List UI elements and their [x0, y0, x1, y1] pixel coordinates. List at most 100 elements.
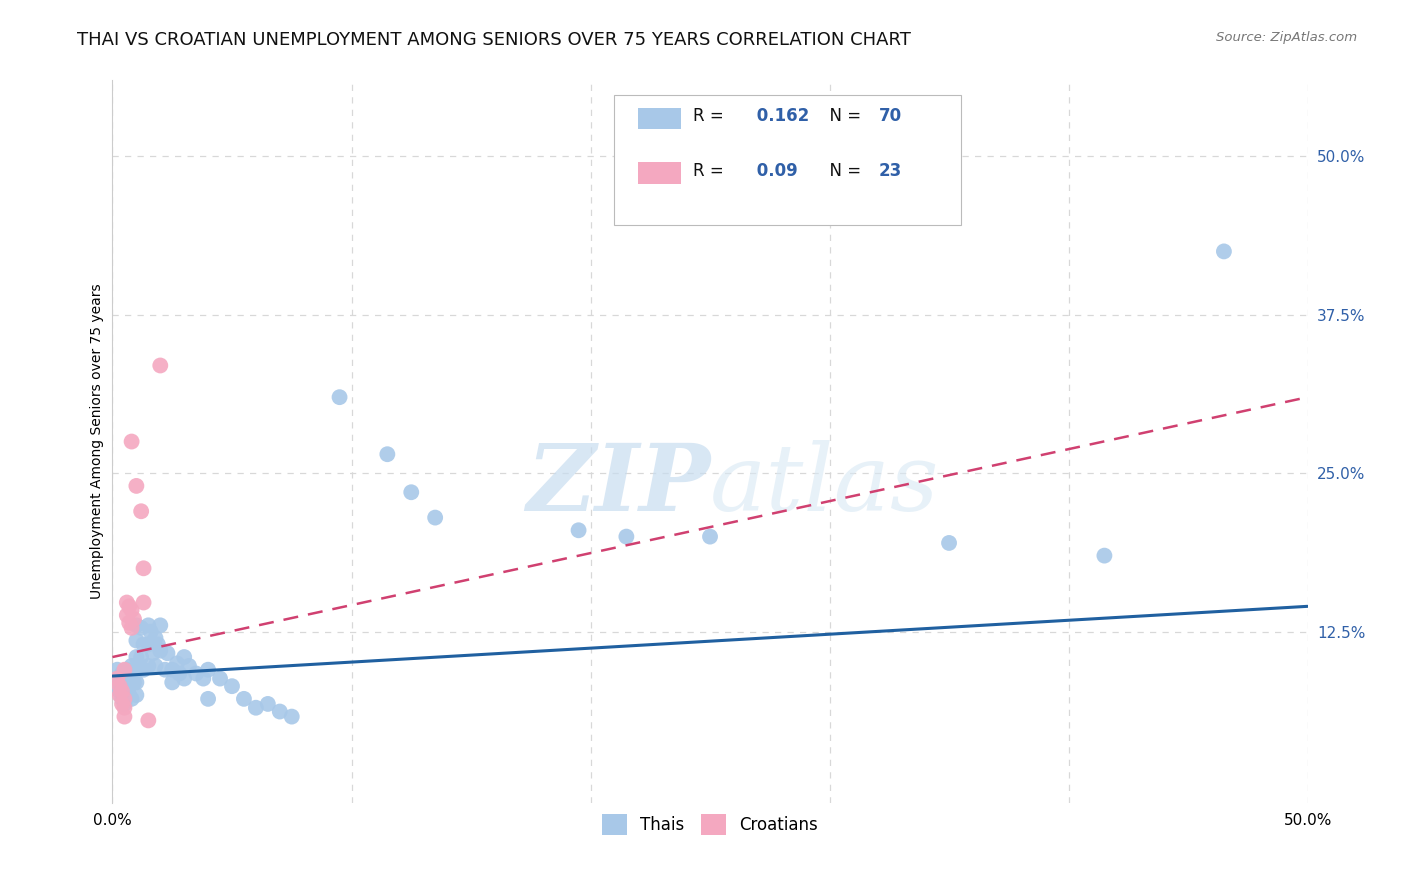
Point [115, 663, 138, 677]
Text: N =: N = [818, 161, 866, 179]
Point [616, 530, 638, 544]
Text: ZIP: ZIP [526, 440, 710, 530]
Point [114, 697, 135, 711]
Point [121, 434, 143, 449]
Point [153, 663, 176, 677]
Point [118, 666, 141, 681]
Point [162, 663, 183, 677]
Point [125, 618, 148, 632]
Point [105, 672, 128, 686]
Point [108, 684, 131, 698]
Text: R =: R = [693, 161, 730, 179]
Point [111, 666, 134, 681]
Point [938, 536, 960, 550]
Point [125, 675, 148, 690]
Point [125, 479, 148, 493]
Legend: Thais, Croatians: Thais, Croatians [595, 808, 825, 841]
Point [115, 675, 138, 690]
Point [377, 447, 399, 461]
Point [125, 633, 148, 648]
Point [122, 612, 145, 626]
Point [118, 688, 141, 702]
Point [121, 621, 143, 635]
Point [149, 618, 172, 632]
Point [257, 697, 280, 711]
Text: atlas: atlas [710, 440, 939, 530]
Point [1213, 244, 1236, 259]
Text: 0.09: 0.09 [751, 161, 797, 179]
Point [114, 663, 135, 677]
Point [115, 684, 138, 698]
Point [425, 510, 447, 524]
Point [114, 691, 135, 706]
Point [138, 637, 160, 651]
Point [401, 485, 423, 500]
Text: 0.162: 0.162 [751, 107, 808, 126]
Point [132, 595, 155, 609]
Text: Source: ZipAtlas.com: Source: ZipAtlas.com [1216, 31, 1357, 45]
Point [115, 595, 138, 609]
Point [114, 709, 135, 723]
Point [209, 672, 232, 686]
Point [121, 659, 143, 673]
Point [122, 663, 145, 677]
Point [149, 359, 172, 373]
Point [111, 697, 134, 711]
Point [105, 663, 128, 677]
Point [173, 672, 195, 686]
Point [121, 672, 143, 686]
Point [138, 659, 160, 673]
Text: THAI VS CROATIAN UNEMPLOYMENT AMONG SENIORS OVER 75 YEARS CORRELATION CHART: THAI VS CROATIAN UNEMPLOYMENT AMONG SENI… [77, 31, 911, 49]
Point [173, 650, 195, 665]
Point [149, 643, 172, 657]
Point [221, 679, 243, 693]
Text: 70: 70 [879, 107, 901, 126]
Point [121, 691, 143, 706]
FancyBboxPatch shape [638, 108, 682, 129]
FancyBboxPatch shape [638, 162, 682, 184]
Point [281, 709, 304, 723]
Point [156, 646, 179, 660]
Point [245, 700, 267, 714]
Point [329, 390, 352, 404]
Point [108, 675, 131, 690]
Point [125, 663, 148, 677]
Point [132, 663, 155, 677]
Y-axis label: Unemployment Among Seniors over 75 years: Unemployment Among Seniors over 75 years [90, 284, 104, 599]
Point [129, 504, 152, 518]
Point [118, 599, 141, 614]
Point [145, 631, 167, 645]
Point [122, 675, 145, 690]
Point [166, 657, 188, 671]
Point [186, 666, 208, 681]
Point [146, 637, 169, 651]
Point [169, 666, 191, 681]
Point [145, 659, 167, 673]
Point [233, 691, 256, 706]
Text: R =: R = [693, 107, 730, 126]
Point [108, 679, 131, 693]
Point [108, 688, 131, 702]
Point [699, 530, 721, 544]
Text: 23: 23 [879, 161, 901, 179]
Text: N =: N = [818, 107, 866, 126]
Point [114, 679, 135, 693]
Point [162, 675, 183, 690]
Point [142, 646, 165, 660]
Point [121, 603, 143, 617]
Point [138, 618, 160, 632]
Point [125, 688, 148, 702]
Point [197, 691, 219, 706]
Point [138, 714, 160, 728]
Point [269, 705, 291, 719]
Point [132, 637, 155, 651]
Point [177, 659, 200, 673]
Point [193, 672, 215, 686]
Point [111, 691, 134, 706]
Point [129, 650, 152, 665]
Point [118, 679, 141, 693]
Point [114, 672, 135, 686]
FancyBboxPatch shape [614, 95, 962, 225]
Point [125, 650, 148, 665]
Point [129, 621, 152, 635]
